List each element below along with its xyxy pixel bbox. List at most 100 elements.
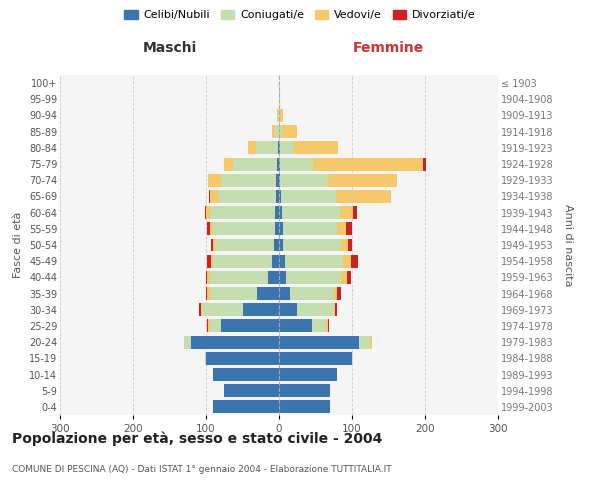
Bar xyxy=(277,109,278,122)
Bar xyxy=(295,142,338,154)
Bar xyxy=(279,352,352,365)
Bar xyxy=(208,174,221,186)
Bar xyxy=(279,109,280,122)
Bar xyxy=(350,254,358,268)
Bar xyxy=(206,206,209,219)
Bar xyxy=(341,271,347,284)
Bar xyxy=(297,304,334,316)
Bar xyxy=(337,287,341,300)
Bar xyxy=(207,222,211,235)
Bar xyxy=(199,304,201,316)
Bar xyxy=(349,238,352,252)
Bar xyxy=(279,384,330,397)
Bar xyxy=(290,287,334,300)
Bar xyxy=(340,206,353,219)
Bar xyxy=(279,336,359,348)
Bar xyxy=(208,287,209,300)
Bar xyxy=(279,222,283,235)
Bar xyxy=(279,158,280,170)
Bar xyxy=(214,254,272,268)
Bar xyxy=(268,271,279,284)
Bar xyxy=(276,190,279,203)
Bar xyxy=(280,174,328,186)
Bar xyxy=(276,174,279,186)
Bar xyxy=(279,93,280,106)
Bar xyxy=(279,190,281,203)
Y-axis label: Fasce di età: Fasce di età xyxy=(13,212,23,278)
Bar xyxy=(184,336,191,348)
Bar xyxy=(423,158,427,170)
Bar xyxy=(346,222,352,235)
Bar xyxy=(248,142,256,154)
Bar xyxy=(334,287,337,300)
Bar xyxy=(328,320,329,332)
Bar xyxy=(280,158,313,170)
Bar xyxy=(337,222,346,235)
Bar xyxy=(272,125,275,138)
Bar xyxy=(206,352,279,365)
Bar xyxy=(279,400,330,413)
Text: Popolazione per età, sesso e stato civile - 2004: Popolazione per età, sesso e stato civil… xyxy=(12,431,382,446)
Bar xyxy=(205,206,206,219)
Bar xyxy=(211,238,214,252)
Bar xyxy=(209,190,211,203)
Bar xyxy=(279,287,290,300)
Bar xyxy=(221,174,276,186)
Bar xyxy=(209,287,257,300)
Bar xyxy=(279,320,312,332)
Bar xyxy=(278,142,279,154)
Bar xyxy=(353,206,357,219)
Bar xyxy=(280,142,295,154)
Bar xyxy=(201,304,202,316)
Bar xyxy=(312,320,326,332)
Bar xyxy=(272,254,279,268)
Bar xyxy=(209,206,275,219)
Bar xyxy=(280,109,283,122)
Bar xyxy=(279,238,283,252)
Bar xyxy=(334,304,335,316)
Bar xyxy=(221,320,279,332)
Bar xyxy=(214,368,279,381)
Bar xyxy=(279,174,280,186)
Bar xyxy=(218,190,276,203)
Bar xyxy=(208,254,211,268)
Bar xyxy=(313,158,423,170)
Bar xyxy=(205,352,206,365)
Text: Maschi: Maschi xyxy=(142,41,197,55)
Bar xyxy=(206,287,208,300)
Bar xyxy=(275,125,279,138)
Bar xyxy=(211,222,212,235)
Bar xyxy=(279,254,285,268)
Bar xyxy=(282,206,340,219)
Text: Femmine: Femmine xyxy=(353,41,424,55)
Bar xyxy=(215,238,274,252)
Bar xyxy=(352,352,353,365)
Bar xyxy=(279,125,282,138)
Y-axis label: Anni di nascita: Anni di nascita xyxy=(563,204,573,286)
Legend: Celibi/Nubili, Coniugati/e, Vedovi/e, Divorziati/e: Celibi/Nubili, Coniugati/e, Vedovi/e, Di… xyxy=(120,6,480,25)
Bar xyxy=(275,222,279,235)
Bar xyxy=(209,271,268,284)
Bar xyxy=(208,320,209,332)
Bar xyxy=(285,254,343,268)
Text: COMUNE DI PESCINA (AQ) - Dati ISTAT 1° gennaio 2004 - Elaborazione TUTTITALIA.IT: COMUNE DI PESCINA (AQ) - Dati ISTAT 1° g… xyxy=(12,466,392,474)
Bar xyxy=(281,190,336,203)
Bar xyxy=(224,158,233,170)
Bar xyxy=(277,158,279,170)
Bar xyxy=(256,142,278,154)
Bar xyxy=(233,158,277,170)
Bar xyxy=(279,142,280,154)
Bar xyxy=(347,271,350,284)
Bar xyxy=(211,254,214,268)
Bar xyxy=(286,271,341,284)
Bar xyxy=(191,336,279,348)
Bar xyxy=(211,190,218,203)
Bar xyxy=(257,287,279,300)
Bar xyxy=(275,206,279,219)
Bar xyxy=(370,336,372,348)
Bar xyxy=(341,238,349,252)
Bar xyxy=(279,271,286,284)
Bar xyxy=(328,174,397,186)
Bar xyxy=(283,238,341,252)
Bar xyxy=(279,368,337,381)
